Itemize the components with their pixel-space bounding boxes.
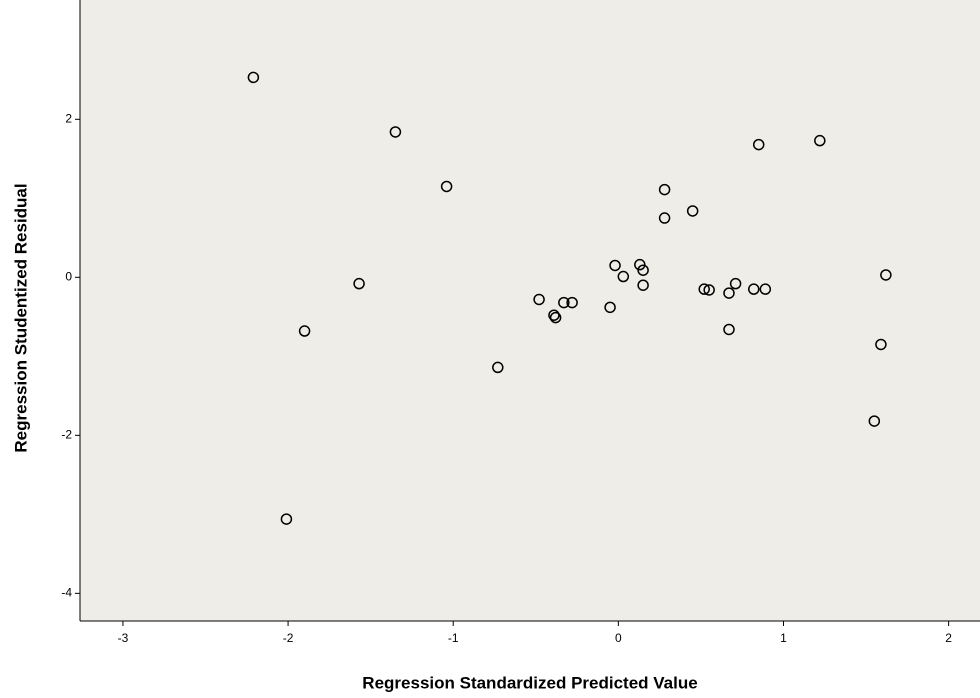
plot-area [80,0,980,621]
x-tick-label: -2 [283,631,294,645]
y-tick-label: 2 [65,111,72,125]
x-tick-label: -1 [448,631,459,645]
y-axis-title: Regression Studentized Residual [11,183,30,452]
y-tick-label: -2 [61,428,72,442]
x-tick-label: -3 [118,631,129,645]
x-tick-label: 0 [615,631,622,645]
y-tick-label: -4 [61,586,72,600]
chart: Regression Standardized Predicted Value … [0,0,980,698]
x-tick-label: 2 [945,631,952,645]
x-tick-label: 1 [780,631,787,645]
y-tick-label: 0 [65,269,72,283]
x-axis-title: Regression Standardized Predicted Value [362,673,697,692]
